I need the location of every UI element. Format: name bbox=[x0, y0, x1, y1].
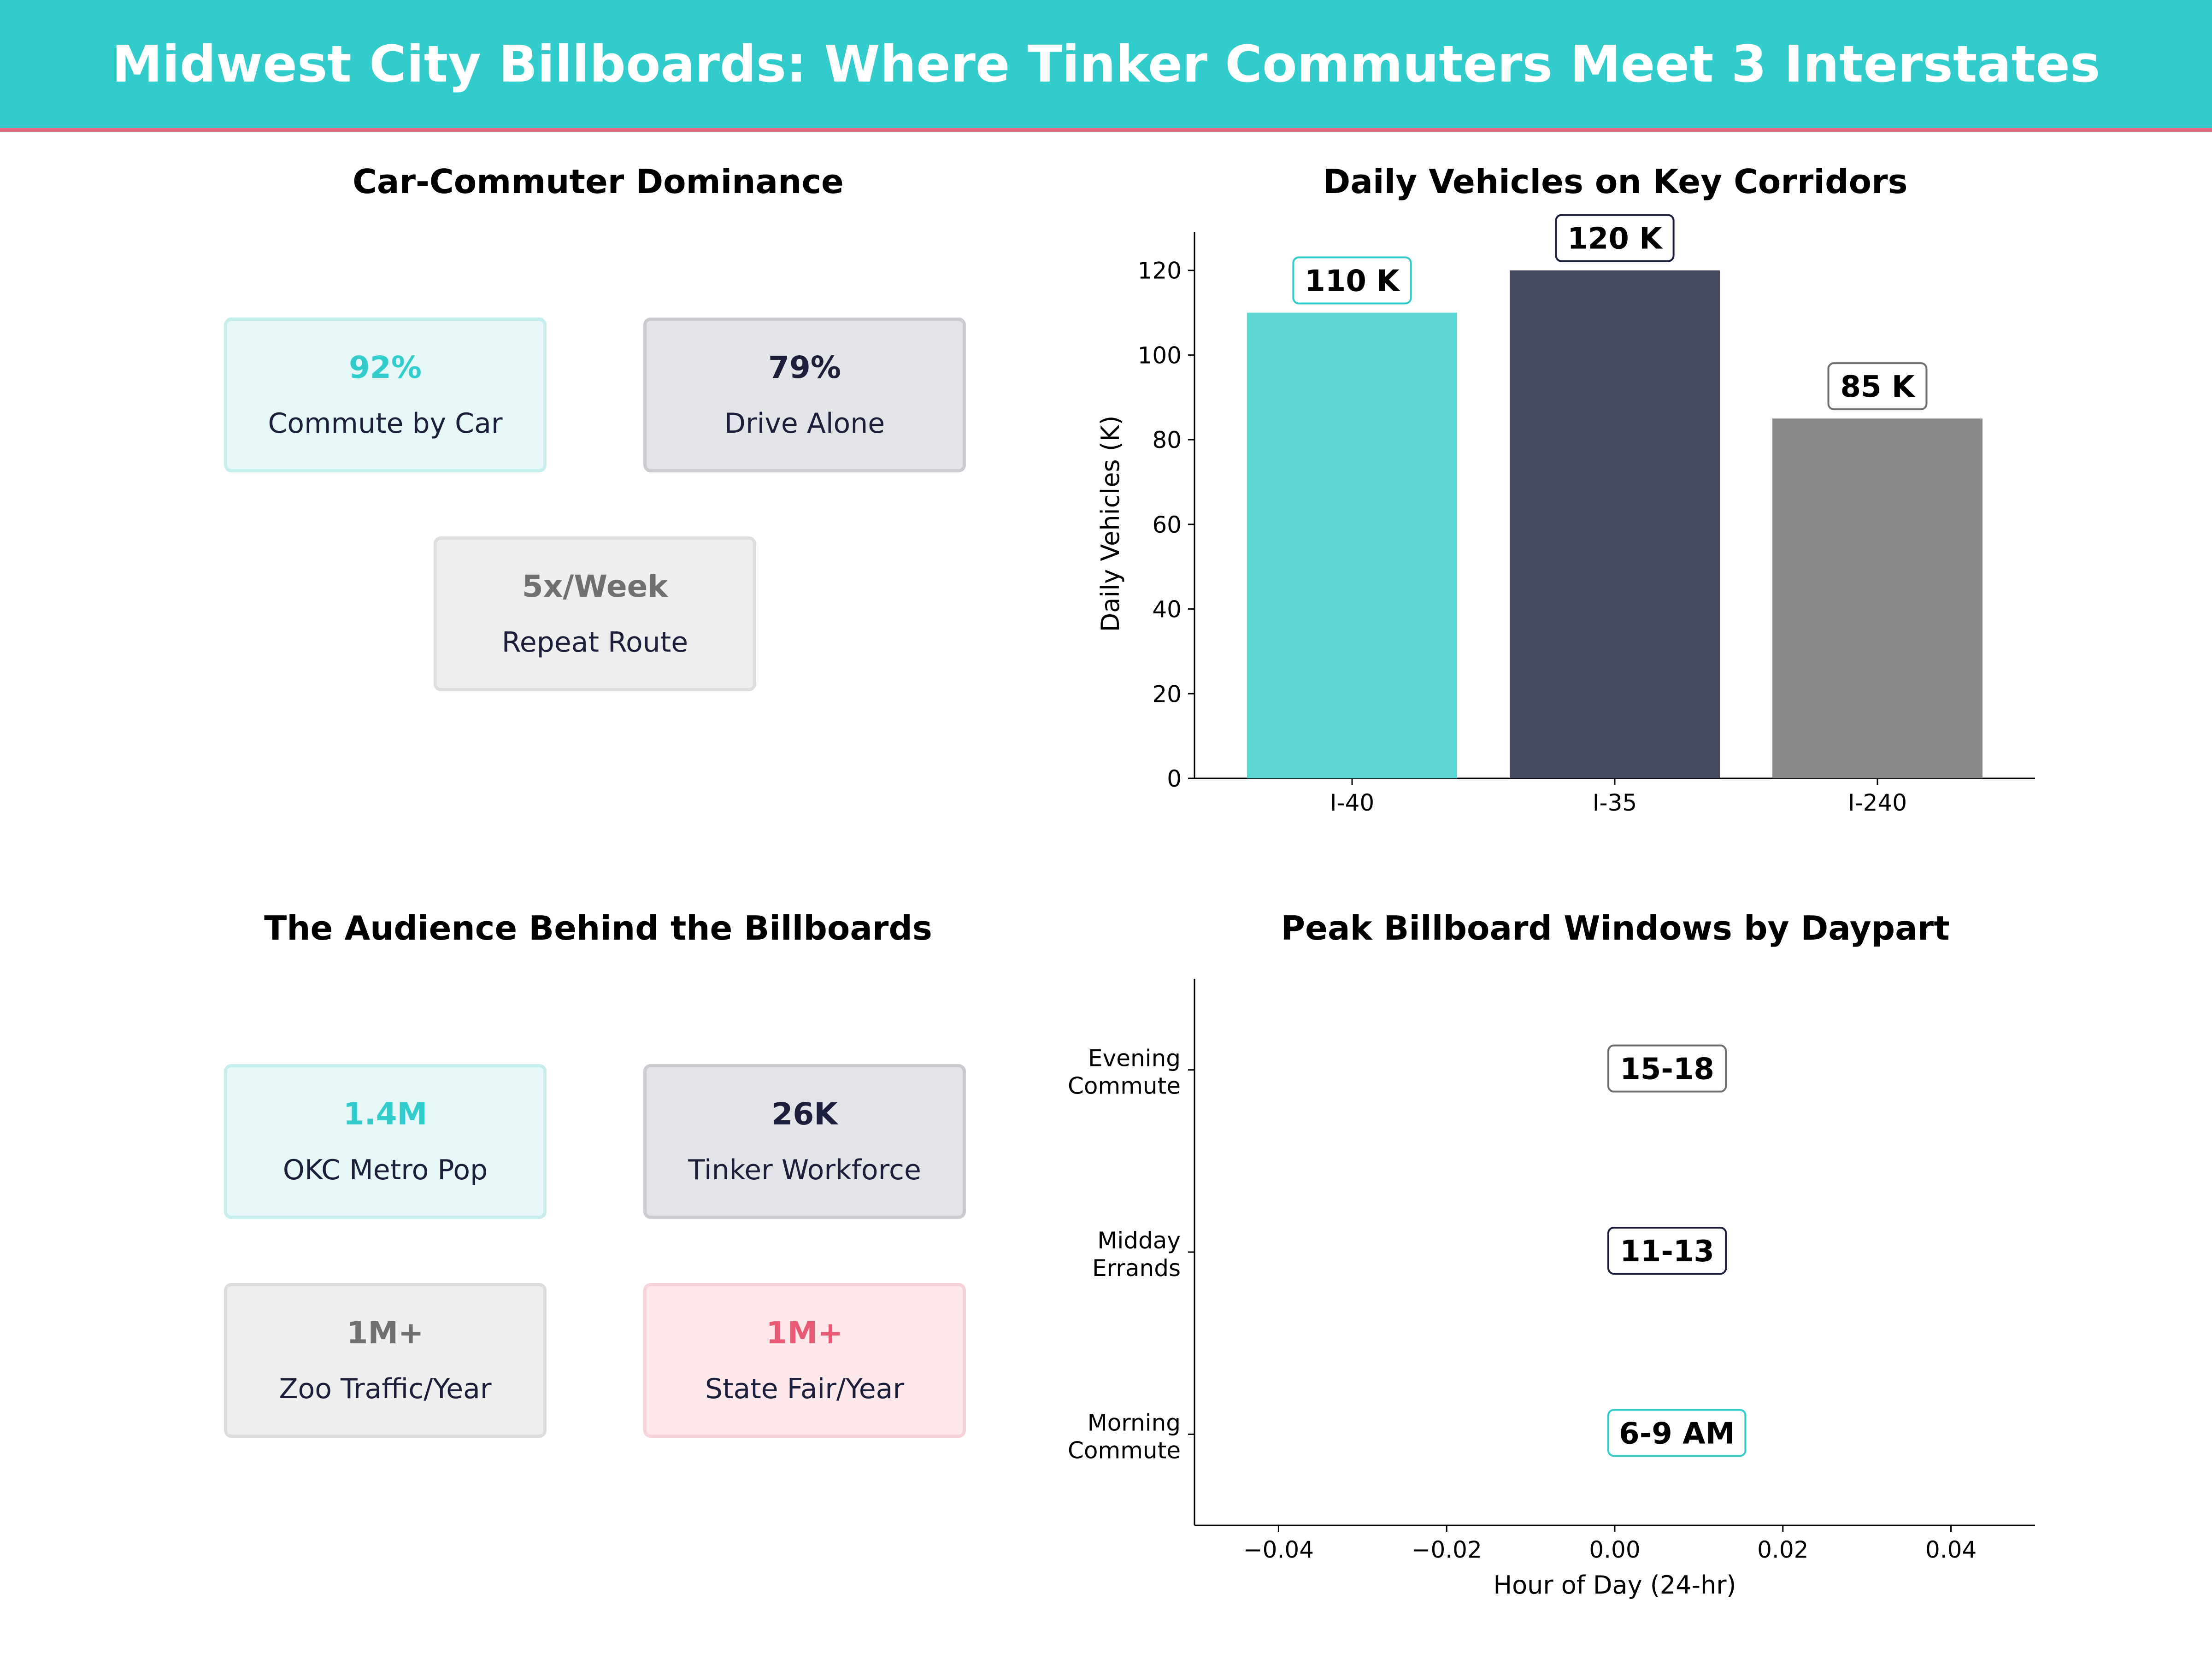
kpi-card-repeat-route: 5x/Week Repeat Route bbox=[434, 536, 756, 691]
kpi-value: 1M+ bbox=[766, 1315, 843, 1351]
y-tick-label: Evening bbox=[1088, 1045, 1181, 1072]
kpi-value: 1M+ bbox=[347, 1315, 424, 1351]
daypart-window-label-box bbox=[1607, 1409, 1747, 1457]
y-tick-label: Errands bbox=[1092, 1255, 1181, 1282]
bar-chart-title: Daily Vehicles on Key Corridors bbox=[1323, 162, 1908, 201]
y-tick-label: 40 bbox=[1152, 596, 1182, 623]
kpi-label: Zoo Traffic/Year bbox=[279, 1373, 492, 1405]
kpi-value: 5x/Week bbox=[522, 569, 668, 604]
bar-data-label-box bbox=[1292, 256, 1412, 305]
y-tick-label: 20 bbox=[1152, 681, 1182, 707]
kpi-card-drive-alone: 79% Drive Alone bbox=[643, 318, 966, 472]
x-tick-label: 0.04 bbox=[1925, 1536, 1977, 1563]
page-title: Midwest City Billboards: Where Tinker Co… bbox=[112, 35, 2100, 94]
kpi-value: 26K bbox=[771, 1096, 838, 1132]
y-axis-label: Daily Vehicles (K) bbox=[1096, 416, 1125, 632]
bar-data-label: 110 K bbox=[1305, 265, 1400, 299]
daypart-window-label-box bbox=[1607, 1044, 1727, 1093]
daypart-window-label: 6-9 AM bbox=[1619, 1417, 1735, 1451]
kpi-value: 79% bbox=[768, 350, 841, 385]
bar-data-label-box bbox=[1555, 214, 1675, 262]
kpi-label: State Fair/Year bbox=[705, 1373, 905, 1405]
y-tick-label: Midday bbox=[1097, 1227, 1181, 1254]
bar-i-35 bbox=[1510, 270, 1720, 778]
bar-data-label: 120 K bbox=[1567, 222, 1663, 256]
commuter-panel-title: Car-Commuter Dominance bbox=[353, 162, 844, 201]
kpi-label: Repeat Route bbox=[501, 626, 688, 659]
title-banner: Midwest City Billboards: Where Tinker Co… bbox=[0, 0, 2212, 132]
y-tick-label: Morning bbox=[1088, 1409, 1181, 1436]
kpi-label: OKC Metro Pop bbox=[282, 1154, 488, 1186]
y-tick-label: 100 bbox=[1138, 342, 1182, 369]
x-tick-label: I-40 bbox=[1330, 789, 1374, 816]
y-tick-label: 0 bbox=[1167, 765, 1182, 792]
bar-data-label: 85 K bbox=[1841, 370, 1916, 404]
y-tick-label: 60 bbox=[1152, 512, 1182, 538]
kpi-label: Tinker Workforce bbox=[688, 1154, 921, 1186]
x-tick-label: I-35 bbox=[1593, 789, 1637, 816]
daypart-window-label-box bbox=[1607, 1227, 1727, 1275]
audience-panel-title: The Audience Behind the Billboards bbox=[264, 909, 932, 947]
y-tick-label: 80 bbox=[1152, 427, 1182, 453]
x-tick-label: −0.04 bbox=[1243, 1536, 1314, 1563]
bar-i-40 bbox=[1247, 312, 1457, 778]
daypart-window-label: 15-18 bbox=[1620, 1053, 1714, 1087]
bar-data-label-box bbox=[1827, 362, 1928, 411]
y-tick-label: 120 bbox=[1138, 258, 1182, 284]
x-tick-label: I-240 bbox=[1848, 789, 1907, 816]
x-tick-label: 0.00 bbox=[1589, 1536, 1640, 1563]
kpi-card-tinker-workforce: 26K Tinker Workforce bbox=[643, 1064, 966, 1219]
kpi-label: Commute by Car bbox=[268, 407, 503, 440]
kpi-card-commute-by-car: 92% Commute by Car bbox=[224, 318, 547, 472]
daypart-chart-title: Peak Billboard Windows by Daypart bbox=[1281, 909, 1950, 947]
kpi-label: Drive Alone bbox=[724, 407, 885, 440]
bar-i-240 bbox=[1772, 418, 1983, 778]
daypart-window-label: 11-13 bbox=[1620, 1235, 1714, 1269]
kpi-card-zoo-traffic: 1M+ Zoo Traffic/Year bbox=[224, 1283, 547, 1438]
kpi-value: 1.4M bbox=[343, 1096, 428, 1132]
x-tick-label: 0.02 bbox=[1757, 1536, 1808, 1563]
y-tick-label: Commute bbox=[1068, 1437, 1181, 1464]
y-tick-label: Commute bbox=[1068, 1073, 1181, 1100]
x-tick-label: −0.02 bbox=[1412, 1536, 1482, 1563]
kpi-card-state-fair: 1M+ State Fair/Year bbox=[643, 1283, 966, 1438]
kpi-card-okc-metro-pop: 1.4M OKC Metro Pop bbox=[224, 1064, 547, 1219]
kpi-value: 92% bbox=[349, 350, 422, 385]
x-axis-label: Hour of Day (24-hr) bbox=[1493, 1571, 1736, 1600]
